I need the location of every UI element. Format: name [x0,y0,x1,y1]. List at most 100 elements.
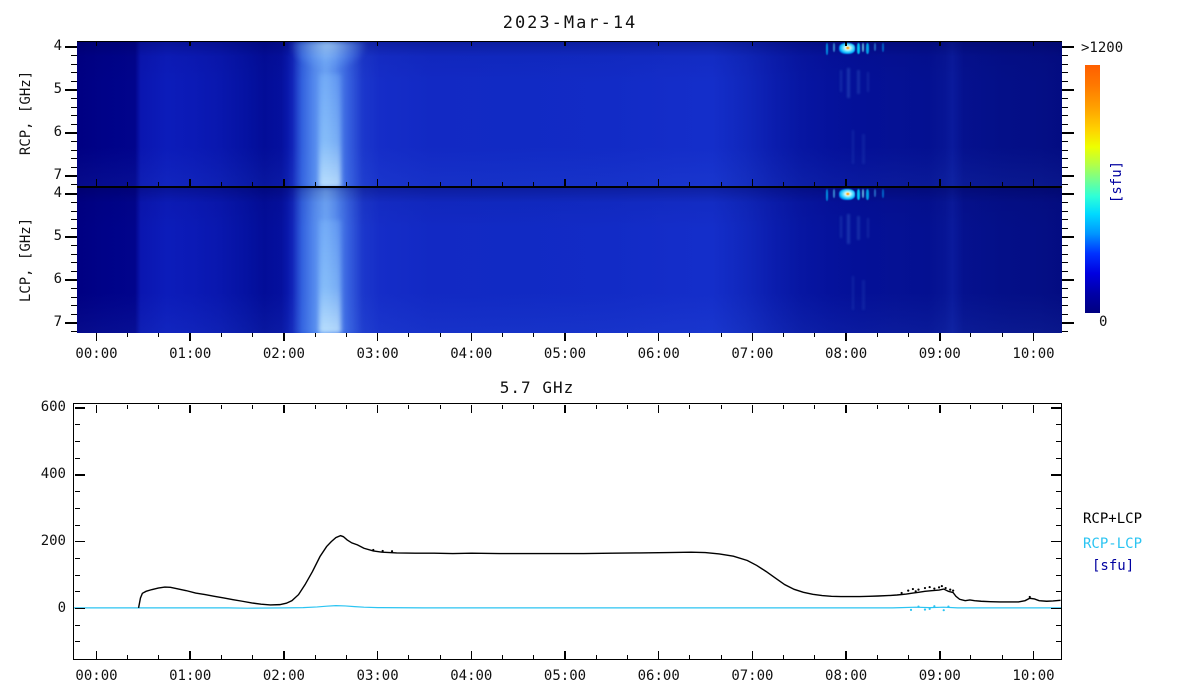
top-edge-tick [95,41,98,46]
freq-major-tick-left [65,132,77,134]
timeseries-plot-box [73,403,1062,660]
ts-x-tick-label: 04:00 [450,668,493,684]
freq-major-tick-right [1062,322,1074,324]
freq-minor-tick-right [1062,210,1068,212]
ts-x-tick-label: 00:00 [75,668,118,684]
burst-echo-streak [866,72,870,92]
burst-echo-streak [847,214,850,244]
separator-tick [470,179,473,186]
ts-x-minor-tick-bottom [907,654,909,659]
x-minor-tick [408,333,410,337]
freq-major-tick-left [65,89,77,91]
ts-x-minor-tick-bottom [127,654,129,659]
top-edge-tick [283,41,285,46]
ts-y-minor-tick-right [1055,641,1061,643]
x-minor-tick [720,333,722,337]
freq-minor-tick-right [1062,202,1068,204]
x-minor-tick [533,333,535,337]
freq-minor-tick-right [1062,288,1068,290]
separator-minor-tick [783,182,785,186]
x-minor-tick [158,333,160,337]
ts-x-minor-tick-top [876,404,878,409]
x-minor-tick [1001,333,1003,337]
noise-dot-black [372,548,375,552]
timeseries-title: 5.7 GHz [499,378,575,397]
noise-dot-cyan [923,608,927,611]
ts-x-minor-tick-top [533,404,535,409]
ts-x-major-tick-bottom [657,650,660,659]
x-major-tick [283,333,285,341]
freq-minor-tick-right [1062,245,1068,247]
freq-tick-label: 5 [53,228,62,244]
x-tick-label: 03:00 [356,346,399,362]
ts-x-minor-tick-top [595,404,597,409]
top-edge-tick [845,41,847,46]
radio-burst-streak [825,189,828,201]
separator-minor-tick [158,182,160,186]
freq-minor-tick-right [1062,123,1068,125]
freq-minor-tick-left [71,305,77,307]
ts-x-minor-tick-top [439,404,441,409]
freq-minor-tick-right [1062,106,1068,108]
x-minor-tick [220,333,222,337]
freq-minor-tick-right [1062,98,1068,100]
noise-dot-black [381,549,384,553]
ts-y-minor-tick-right [1055,624,1061,626]
ts-y-minor-tick-left [74,641,80,643]
x-minor-tick [127,333,129,337]
radio-burst-streak [833,43,836,52]
ts-y-major-tick-right [1050,607,1061,610]
ts-x-tick-label: 09:00 [918,668,961,684]
ts-x-minor-tick-top [783,404,785,409]
x-major-tick [751,333,754,341]
noise-dot-black [923,586,927,590]
top-edge-tick [751,41,754,46]
x-tick-label: 08:00 [825,346,868,362]
ts-y-minor-tick-left [74,457,80,459]
freq-tick-label: 5 [53,81,62,97]
ts-x-tick-label: 05:00 [543,668,587,684]
ts-x-major-tick-bottom [751,650,754,659]
ts-y-major-tick-left [74,407,85,409]
separator-tick [376,179,379,186]
ts-y-major-tick-right [1050,474,1061,476]
freq-minor-tick-right [1062,331,1068,333]
top-edge-tick [376,41,379,46]
separator-minor-tick [876,182,878,186]
noise-dot-black [1028,595,1031,599]
separator-minor-tick [814,182,816,186]
ts-y-minor-tick-left [74,557,80,559]
freq-tick-label: 4 [53,185,62,201]
ts-x-minor-tick-top [970,404,972,409]
freq-major-tick-right [1062,175,1074,177]
x-minor-tick [314,333,316,337]
freq-major-tick-left [65,193,77,195]
freq-minor-tick-left [71,149,77,151]
freq-tick-label: 6 [53,124,62,140]
noise-dot-cyan [947,605,950,608]
radio-burst-streak [833,189,836,198]
ts-x-major-tick-top [939,404,941,413]
freq-major-tick-left [65,175,77,177]
x-tick-label: 00:00 [75,346,118,362]
ts-x-major-tick-top [657,404,660,413]
x-tick-label: 07:00 [731,346,774,362]
burst-echo-streak [862,134,865,164]
freq-major-tick-right [1062,132,1074,134]
radio-burst-streak [857,43,861,54]
noise-dot-black [911,587,914,591]
ts-x-minor-tick-bottom [408,654,410,659]
ts-x-major-tick-bottom [470,650,473,659]
freq-major-tick-right [1062,89,1074,91]
x-minor-tick [814,333,816,337]
top-edge-tick [1032,41,1035,46]
freq-minor-tick-right [1062,72,1068,74]
freq-minor-tick-left [71,245,77,247]
freq-minor-tick-right [1062,158,1068,160]
separator-tick [939,179,941,186]
noise-dot-black [907,589,910,592]
ts-x-minor-tick-top [345,404,347,409]
ts-x-major-tick-top [376,404,379,413]
radio-burst-streak [862,189,865,198]
